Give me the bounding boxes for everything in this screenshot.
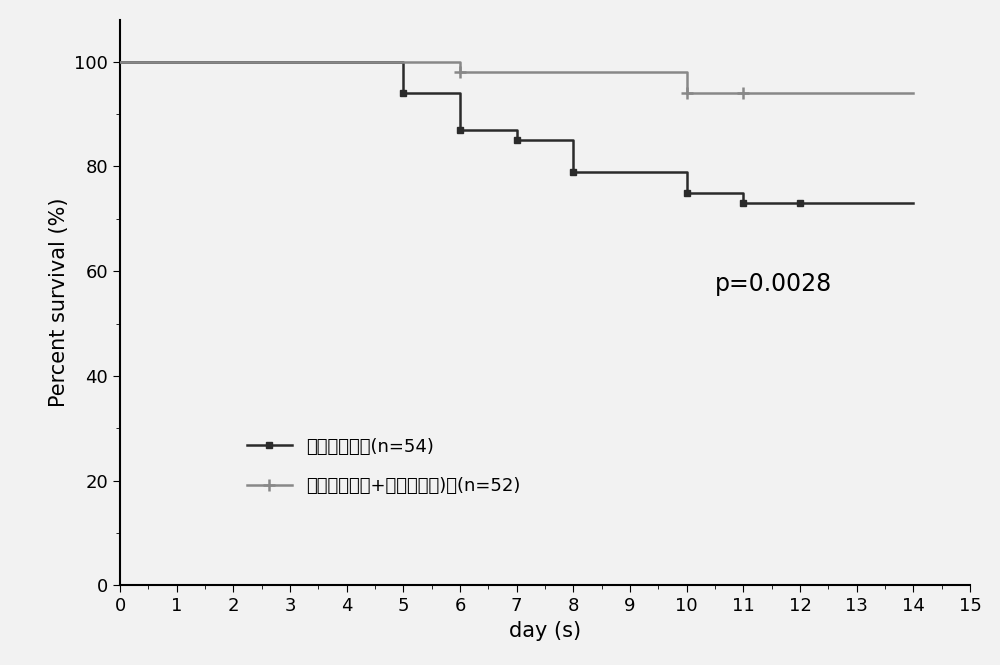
Legend: 肿瘤化疗药组(n=54), （肿瘤化疗药+中药组合物)组(n=52): 肿瘤化疗药组(n=54), （肿瘤化疗药+中药组合物)组(n=52) [240,430,528,503]
Text: p=0.0028: p=0.0028 [715,272,832,297]
Y-axis label: Percent survival (%): Percent survival (%) [49,198,69,408]
X-axis label: day (s): day (s) [509,620,581,640]
